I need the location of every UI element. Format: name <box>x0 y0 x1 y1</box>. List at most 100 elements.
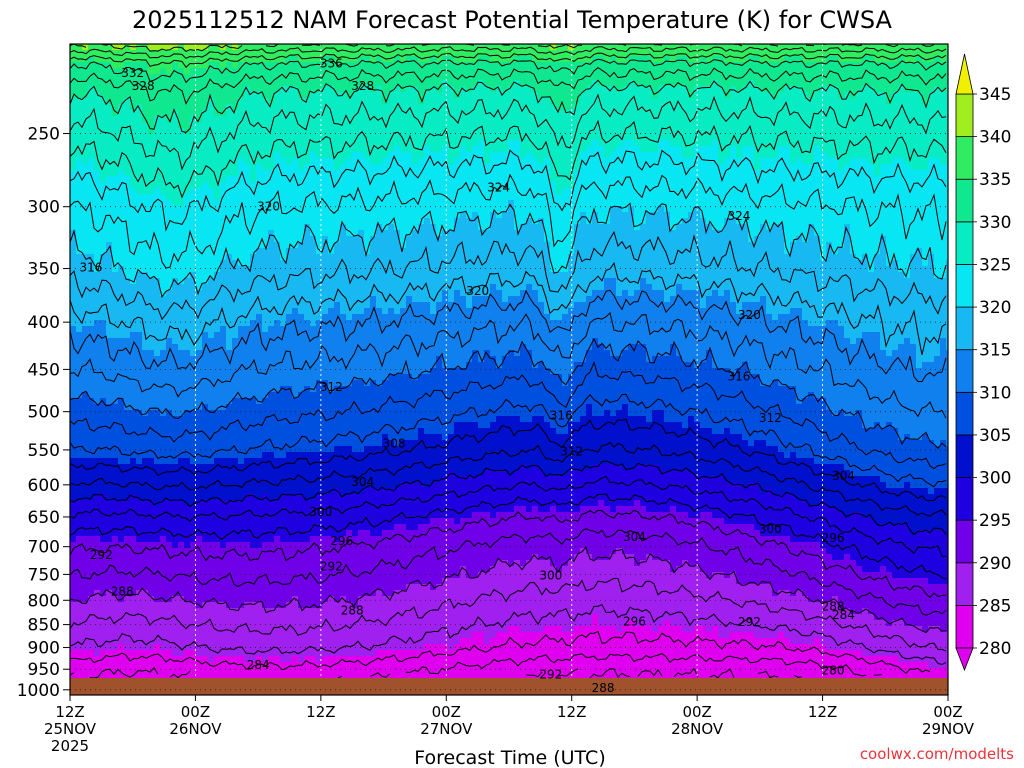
theta-cell <box>166 452 173 459</box>
theta-cell <box>106 578 113 585</box>
theta-cell <box>298 86 305 93</box>
theta-cell <box>82 536 89 543</box>
theta-cell <box>142 296 149 303</box>
theta-cell <box>226 62 233 69</box>
theta-cell <box>202 428 209 435</box>
theta-cell <box>340 254 347 261</box>
theta-cell <box>190 98 197 105</box>
theta-cell <box>244 482 251 489</box>
theta-cell <box>214 122 221 129</box>
theta-cell <box>274 326 281 333</box>
theta-cell <box>286 404 293 411</box>
theta-cell <box>166 50 173 57</box>
theta-cell <box>334 530 341 537</box>
theta-cell <box>184 554 191 561</box>
theta-cell <box>262 410 269 417</box>
theta-cell <box>172 206 179 213</box>
theta-cell <box>214 98 221 105</box>
theta-cell <box>274 242 281 249</box>
theta-cell <box>304 188 311 195</box>
theta-cell <box>244 326 251 333</box>
theta-cell <box>298 98 305 105</box>
theta-cell <box>232 668 239 675</box>
theta-cell <box>322 116 329 123</box>
theta-cell <box>244 548 251 555</box>
theta-cell <box>280 56 287 63</box>
theta-cell <box>280 362 287 369</box>
theta-cell <box>304 278 311 285</box>
theta-cell <box>94 296 101 303</box>
theta-cell <box>340 356 347 363</box>
theta-cell <box>100 542 107 549</box>
theta-cell <box>118 296 125 303</box>
theta-cell <box>76 608 83 615</box>
theta-cell <box>94 98 101 105</box>
theta-cell <box>328 494 335 501</box>
theta-cell <box>196 164 203 171</box>
theta-cell <box>334 608 341 615</box>
theta-cell <box>160 428 167 435</box>
theta-cell <box>106 182 113 189</box>
theta-cell <box>340 344 347 351</box>
theta-cell <box>94 566 101 573</box>
theta-cell <box>82 368 89 375</box>
theta-cell <box>124 206 131 213</box>
theta-cell <box>328 470 335 477</box>
theta-cell <box>202 422 209 429</box>
theta-cell <box>310 116 317 123</box>
theta-cell <box>274 626 281 633</box>
theta-cell <box>130 596 137 603</box>
theta-cell <box>94 392 101 399</box>
theta-cell <box>154 662 161 669</box>
theta-cell <box>328 164 335 171</box>
theta-cell <box>160 254 167 261</box>
theta-cell <box>232 566 239 573</box>
theta-cell <box>274 572 281 579</box>
theta-cell <box>172 416 179 423</box>
theta-cell <box>124 368 131 375</box>
theta-cell <box>322 626 329 633</box>
theta-cell <box>226 230 233 237</box>
theta-cell <box>262 356 269 363</box>
theta-cell <box>328 68 335 75</box>
theta-cell <box>292 638 299 645</box>
theta-cell <box>298 134 305 141</box>
theta-cell <box>124 614 131 621</box>
theta-cell <box>76 482 83 489</box>
theta-cell <box>130 212 137 219</box>
theta-cell <box>172 80 179 87</box>
theta-cell <box>100 584 107 591</box>
theta-cell <box>316 314 323 321</box>
theta-cell <box>226 644 233 651</box>
theta-cell <box>142 542 149 549</box>
theta-cell <box>310 146 317 153</box>
theta-cell <box>232 578 239 585</box>
theta-cell <box>214 512 221 519</box>
theta-cell <box>262 338 269 345</box>
theta-cell <box>322 260 329 267</box>
theta-cell <box>130 338 137 345</box>
theta-cell <box>208 44 215 51</box>
theta-cell <box>196 230 203 237</box>
theta-cell <box>142 98 149 105</box>
theta-cell <box>118 278 125 285</box>
theta-cell <box>280 524 287 531</box>
theta-cell <box>340 182 347 189</box>
theta-cell <box>346 560 353 567</box>
theta-cell <box>154 530 161 537</box>
theta-cell <box>112 674 119 678</box>
theta-cell <box>148 464 155 471</box>
theta-cell <box>142 236 149 243</box>
theta-cell <box>232 362 239 369</box>
theta-cell <box>76 260 83 267</box>
theta-cell <box>220 230 227 237</box>
theta-cell <box>244 128 251 135</box>
theta-cell <box>274 344 281 351</box>
theta-cell <box>136 434 143 441</box>
theta-cell <box>136 158 143 165</box>
theta-cell <box>328 602 335 609</box>
theta-cell <box>328 218 335 225</box>
theta-cell <box>94 302 101 309</box>
theta-cell <box>232 260 239 267</box>
theta-cell <box>328 422 335 429</box>
